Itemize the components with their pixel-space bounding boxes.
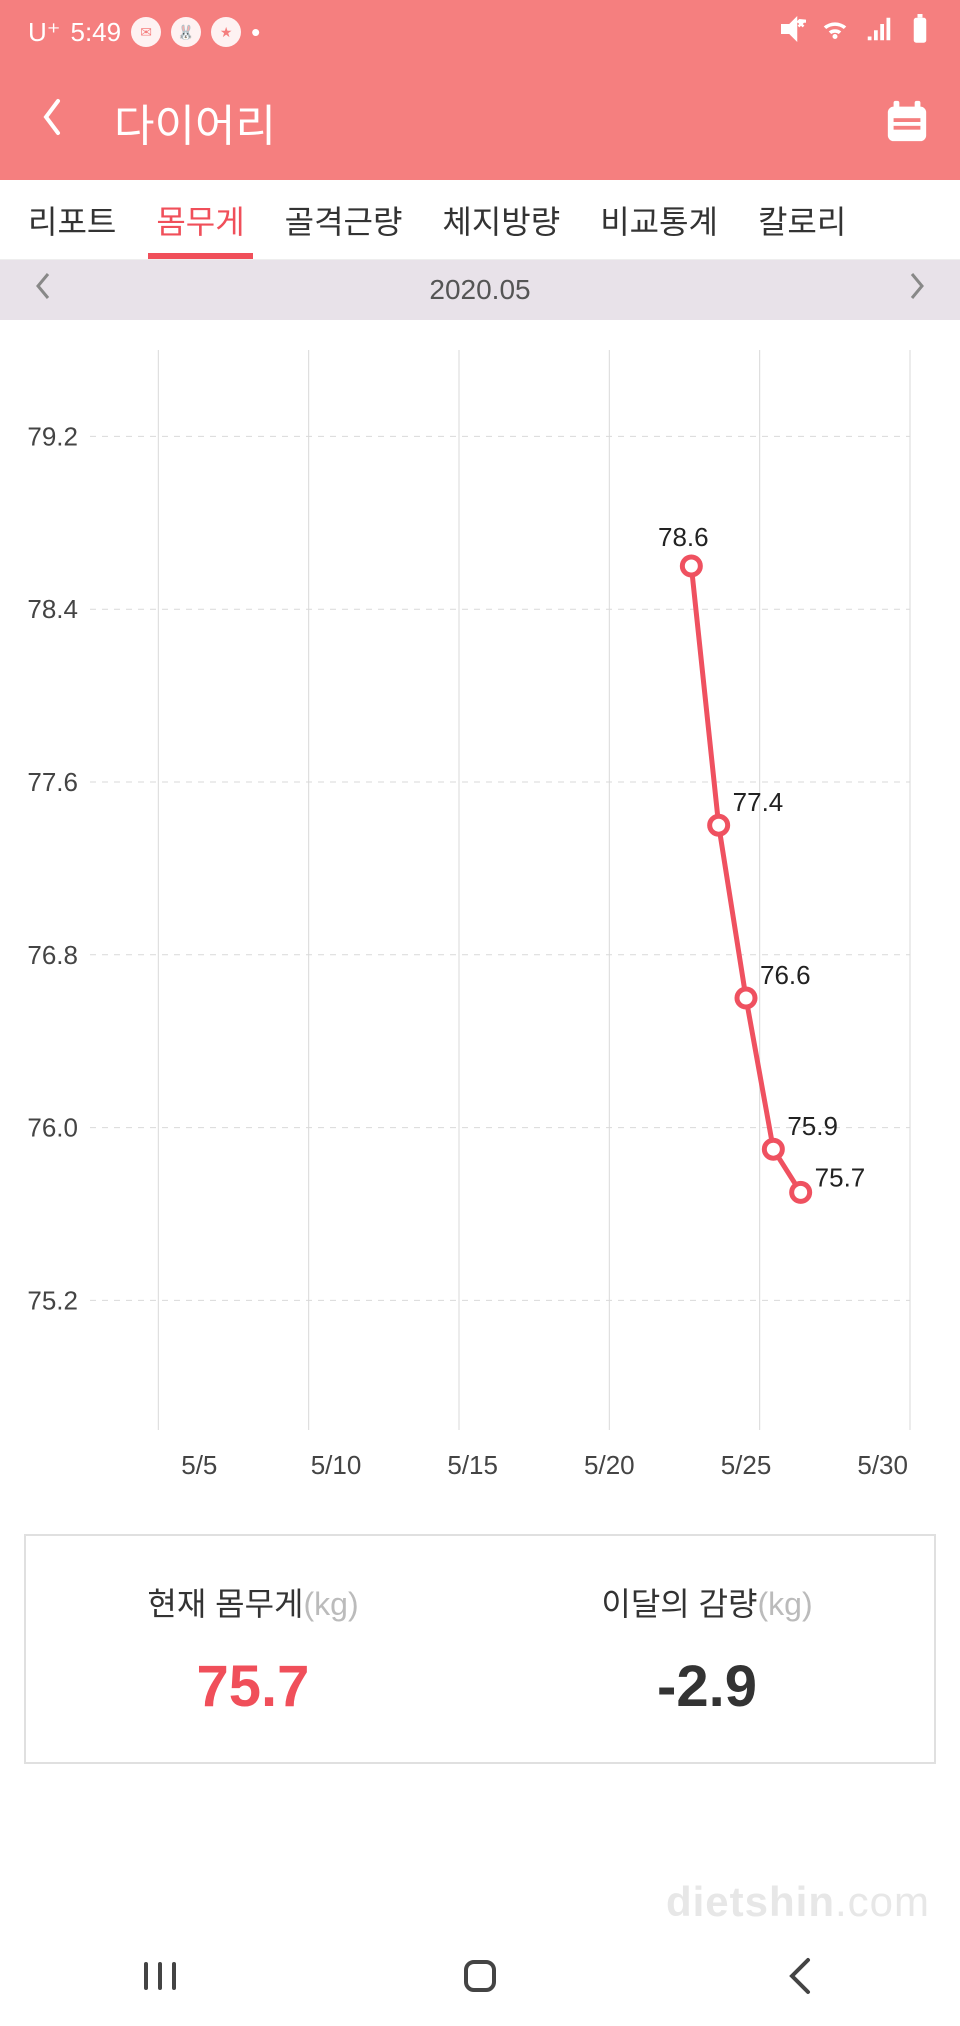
svg-text:75.2: 75.2 [27,1285,78,1315]
svg-text:78.4: 78.4 [27,594,78,624]
summary-label-text: 현재 몸무게 [147,1586,303,1622]
status-left: U⁺ 5:49 ✉ 🐰 ★ • [28,17,260,48]
svg-text:75.9: 75.9 [787,1111,838,1141]
summary-label-text: 이달의 감량 [601,1586,757,1622]
system-navbar [0,1926,960,2026]
summary-label-unit: (kg) [757,1586,812,1622]
clock: 5:49 [71,17,122,48]
back-button[interactable] [30,97,84,147]
carrier-label: U⁺ [28,17,61,48]
signal-icon [864,14,894,51]
tab-compare[interactable]: 비교통계 [580,180,738,259]
watermark: dietshin.com [666,1878,930,1926]
svg-text:79.2: 79.2 [27,421,78,451]
tab-calorie[interactable]: 칼로리 [738,180,866,259]
tab-fat[interactable]: 체지방량 [422,180,580,259]
summary-month-loss: 이달의 감량(kg) -2.9 [480,1536,934,1762]
badge-icon: ★ [211,17,241,47]
svg-text:77.4: 77.4 [733,787,784,817]
svg-text:76.8: 76.8 [27,940,78,970]
svg-text:78.6: 78.6 [658,522,709,552]
rabbit-icon: 🐰 [171,17,201,47]
tab-report[interactable]: 리포트 [8,180,136,259]
chart-svg: 75.2 76.0 76.8 77.6 78.4 79.2 5/5 5/10 5/15 5/20 5… [0,320,960,1510]
watermark-bold: dietshin [666,1878,835,1925]
summary-value: 75.7 [197,1653,310,1720]
svg-text:75.7: 75.7 [815,1162,866,1192]
tab-muscle[interactable]: 골격근량 [265,180,423,259]
tab-label: 골격근량 [285,197,403,243]
next-month-button[interactable] [898,268,936,312]
summary-current-weight: 현재 몸무게(kg) 75.7 [26,1536,480,1762]
month-label: 2020.05 [429,274,530,306]
month-picker: 2020.05 [0,260,960,320]
page-title: 다이어리 [114,90,884,154]
wifi-icon [820,14,850,51]
summary-label: 이달의 감량(kg) [601,1579,812,1625]
weight-chart: 75.2 76.0 76.8 77.6 78.4 79.2 5/5 5/10 5/15 5/20 5… [0,320,960,1510]
svg-text:5/30: 5/30 [857,1450,908,1480]
summary-value: -2.9 [657,1653,757,1720]
tabs: 리포트 몸무게 골격근량 체지방량 비교통계 칼로리 [0,180,960,260]
app-bar: 다이어리 [0,64,960,180]
summary-label: 현재 몸무게(kg) [147,1579,358,1625]
svg-text:5/10: 5/10 [311,1450,362,1480]
summary-label-unit: (kg) [303,1586,358,1622]
svg-text:5/5: 5/5 [181,1450,217,1480]
calendar-button[interactable] [884,99,930,145]
tab-label: 칼로리 [758,197,846,243]
svg-text:76.0: 76.0 [27,1113,78,1143]
android-back-button[interactable] [770,1946,830,2006]
home-button[interactable] [450,1946,510,2006]
summary-panel: 현재 몸무게(kg) 75.7 이달의 감량(kg) -2.9 [24,1534,936,1764]
tab-weight[interactable]: 몸무게 [136,180,264,259]
svg-text:77.6: 77.6 [27,767,78,797]
mute-icon [776,14,806,51]
svg-text:5/20: 5/20 [584,1450,635,1480]
svg-text:5/15: 5/15 [447,1450,498,1480]
recents-button[interactable] [130,1946,190,2006]
tab-label: 비교통계 [600,197,718,243]
watermark-thin: .com [835,1878,930,1925]
status-bar: U⁺ 5:49 ✉ 🐰 ★ • [0,0,960,64]
prev-month-button[interactable] [24,268,62,312]
svg-text:76.6: 76.6 [760,960,811,990]
tab-label: 리포트 [28,197,116,243]
battery-icon [908,14,932,51]
tab-label: 체지방량 [442,197,560,243]
talk-icon: ✉ [131,17,161,47]
status-right [776,14,932,51]
tab-label: 몸무게 [156,197,244,243]
svg-text:5/25: 5/25 [721,1450,772,1480]
more-dot: • [251,17,260,48]
